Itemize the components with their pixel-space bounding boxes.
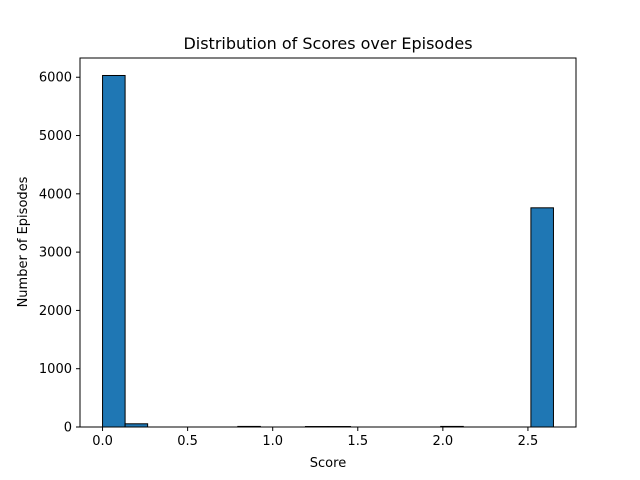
y-tick-label: 2000	[39, 304, 72, 319]
y-axis-label: Number of Episodes	[16, 176, 31, 307]
y-tick-label: 0	[64, 421, 72, 436]
y-axis-ticks: 0 1000 2000 3000 4000 5000 6000	[39, 71, 80, 436]
x-axis-label: Score	[310, 456, 346, 471]
y-tick-label: 4000	[39, 187, 72, 202]
y-tick-label: 1000	[39, 362, 72, 377]
chart-title: Distribution of Scores over Episodes	[183, 34, 472, 53]
y-tick-label: 6000	[39, 71, 72, 86]
histogram-bar	[530, 207, 554, 428]
x-tick-label: 0.0	[92, 434, 113, 449]
x-tick-label: 2.0	[433, 434, 454, 449]
x-tick-label: 0.5	[177, 434, 198, 449]
x-tick-label: 1.0	[262, 434, 283, 449]
x-tick-label: 1.5	[347, 434, 368, 449]
y-tick-label: 3000	[39, 246, 72, 261]
bars-group	[102, 74, 554, 428]
plot-frame	[79, 57, 577, 428]
histogram-bar	[102, 74, 126, 428]
y-tick-label: 5000	[39, 129, 72, 144]
x-tick-label: 2.5	[518, 434, 539, 449]
x-axis-ticks: 0.0 0.5 1.0 1.5 2.0 2.5	[92, 427, 538, 449]
